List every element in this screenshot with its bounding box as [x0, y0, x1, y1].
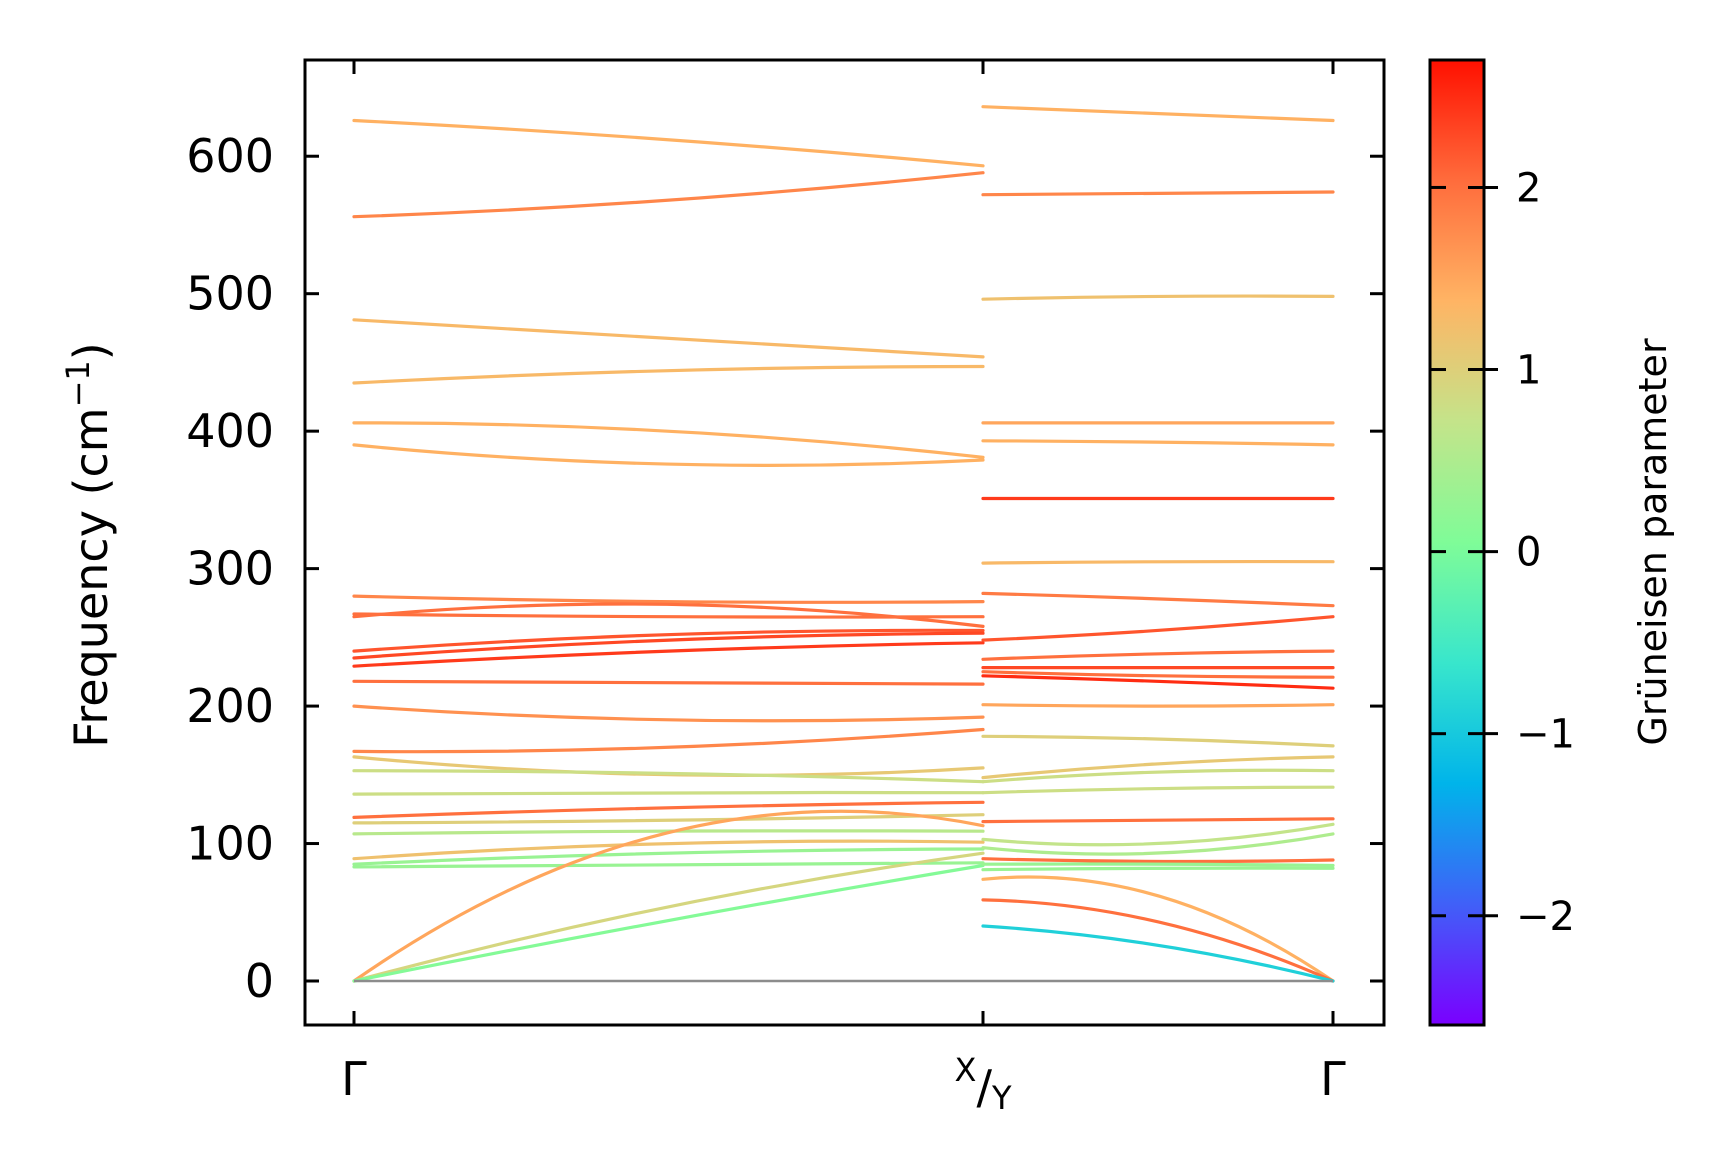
- y-axis-title: Frequency (cm−1): [59, 342, 118, 747]
- colorbar-title: Grüneisen parameter: [1631, 338, 1675, 746]
- band-line-1-6: [352, 443, 985, 467]
- band-line-2-20: [981, 822, 1335, 847]
- band-line-2-25: [981, 875, 1335, 983]
- y-axis-ticks: 0 100 200 300 400 500 600: [186, 129, 1384, 1008]
- y-tick-label: 0: [245, 954, 274, 1008]
- band-line-1-10: [352, 628, 985, 653]
- band-line-1-12: [352, 641, 985, 668]
- band-line-1-1: [352, 118, 985, 168]
- band-line-2-14: [981, 703, 1335, 708]
- y-tick-label: 600: [186, 129, 274, 183]
- colorbar: [1428, 58, 1486, 1027]
- band-line-1-20: [352, 813, 985, 825]
- y-tick-label: 300: [186, 542, 274, 596]
- band-line-1-24: [352, 861, 985, 869]
- band-line-1-19: [352, 800, 985, 819]
- band-line-2-17: [981, 768, 1335, 784]
- band-line-1-9: [352, 602, 985, 628]
- band-line-2-12: [981, 670, 1335, 679]
- y-tick-label: 500: [186, 267, 274, 321]
- colorbar-tick-label: −2: [1516, 894, 1575, 940]
- x-tick-label-gamma-start: Γ: [341, 1052, 367, 1106]
- band-line-2-26: [981, 898, 1335, 983]
- colorbar-tick-label: −1: [1516, 712, 1575, 758]
- colorbar-tick-label: 2: [1516, 165, 1541, 211]
- band-line-2-23: [981, 862, 1335, 868]
- band-line-1-15: [352, 727, 985, 754]
- band-line-2-2: [981, 190, 1335, 197]
- band-line-2-13: [981, 674, 1335, 690]
- band-line-2-21: [981, 832, 1335, 856]
- band-line-1-27: [352, 863, 985, 983]
- colorbar-tick-label: 1: [1516, 348, 1541, 394]
- y-tick-label: 200: [186, 679, 274, 733]
- band-line-1-7: [352, 594, 985, 604]
- band-line-2-19: [981, 817, 1335, 824]
- band-line-1-2: [352, 171, 985, 219]
- band-line-2-27: [981, 924, 1335, 983]
- band-line-1-18: [352, 790, 985, 796]
- band-lines: [352, 105, 1335, 983]
- band-line-2-10: [981, 649, 1335, 661]
- band-line-2-3: [981, 294, 1335, 301]
- band-line-2-9: [981, 615, 1335, 642]
- band-line-1-25: [352, 809, 985, 983]
- band-line-1-13: [352, 679, 985, 686]
- band-line-1-11: [352, 631, 985, 660]
- band-line-2-8: [981, 591, 1335, 608]
- band-line-2-1: [981, 105, 1335, 123]
- band-line-2-16: [981, 755, 1335, 780]
- band-line-1-3: [352, 318, 985, 359]
- y-tick-label: 400: [186, 404, 274, 458]
- y-tick-label: 100: [186, 817, 274, 871]
- band-line-2-5: [981, 439, 1335, 447]
- band-line-1-22: [352, 839, 985, 861]
- band-line-1-26: [352, 851, 985, 983]
- band-line-1-4: [352, 364, 985, 385]
- band-line-1-23: [352, 847, 985, 866]
- colorbar-ticks: −2 −1 0 1 2: [1430, 165, 1575, 940]
- x-tick-label-x-y: X/Y: [955, 1051, 1012, 1117]
- plot-frame: [303, 58, 1386, 1027]
- band-line-1-17: [352, 769, 985, 784]
- x-tick-label-gamma-end: Γ: [1320, 1052, 1346, 1106]
- band-line-2-24: [981, 866, 1335, 872]
- x-axis-ticks: [352, 60, 1335, 1025]
- band-line-1-5: [352, 421, 985, 459]
- band-line-2-7: [981, 559, 1335, 565]
- band-line-2-18: [981, 785, 1335, 795]
- band-line-2-15: [981, 734, 1335, 748]
- band-line-2-22: [981, 857, 1335, 864]
- band-line-1-14: [352, 704, 985, 723]
- colorbar-tick-label: 0: [1516, 530, 1541, 576]
